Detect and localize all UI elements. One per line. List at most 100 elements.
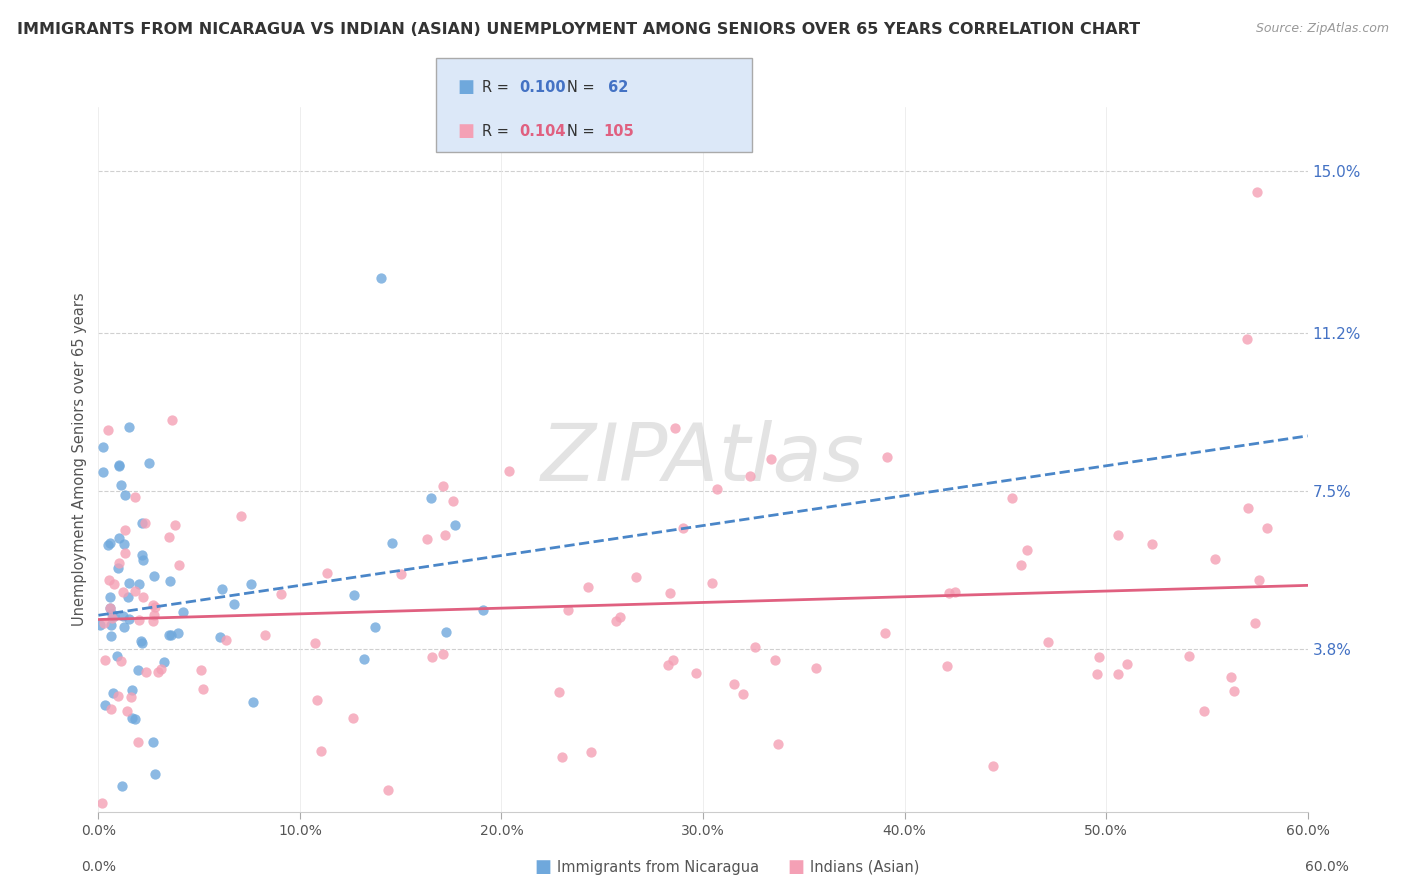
Y-axis label: Unemployment Among Seniors over 65 years: Unemployment Among Seniors over 65 years (72, 293, 87, 626)
Point (120, 690, 142, 705)
Point (153, 655, 176, 669)
Point (433, 528, 456, 542)
Point (420, 650, 443, 665)
Point (1116, 657, 1139, 672)
Point (124, 712, 146, 726)
Text: 62: 62 (603, 80, 628, 95)
Point (108, 557, 131, 571)
Point (1204, 551, 1226, 566)
Point (118, 576, 141, 591)
Point (471, 603, 494, 617)
Point (143, 568, 166, 582)
Point (876, 450, 898, 465)
Point (114, 546, 136, 560)
Point (254, 628, 277, 642)
Point (420, 491, 443, 505)
Text: 0.0%: 0.0% (82, 860, 117, 874)
Point (551, 750, 574, 764)
Point (160, 628, 183, 642)
Point (377, 783, 399, 797)
Point (100, 617, 122, 632)
Point (98, 600, 121, 615)
Point (97, 538, 120, 552)
Point (744, 640, 766, 655)
Point (1140, 537, 1163, 551)
Point (304, 635, 326, 649)
Point (142, 598, 165, 612)
Point (93, 616, 115, 631)
Point (740, 469, 762, 483)
Text: Immigrants from Nicaragua: Immigrants from Nicaragua (557, 860, 759, 874)
Point (166, 626, 188, 640)
Point (1085, 666, 1108, 681)
Point (142, 614, 165, 628)
Point (579, 745, 602, 759)
Point (143, 766, 166, 780)
Point (93, 653, 115, 667)
Point (157, 628, 180, 642)
Point (441, 493, 464, 508)
Point (165, 518, 187, 533)
Point (134, 516, 156, 530)
Point (91, 465, 114, 479)
Point (935, 659, 957, 673)
Text: 105: 105 (603, 124, 634, 138)
Point (1236, 332, 1258, 346)
Text: ■: ■ (787, 858, 804, 876)
Point (132, 552, 155, 566)
Point (761, 451, 783, 466)
Point (98, 601, 121, 615)
Point (132, 591, 155, 605)
Point (1249, 574, 1271, 588)
Point (108, 458, 131, 473)
Point (624, 570, 647, 584)
Point (315, 566, 337, 580)
Point (981, 759, 1004, 773)
Point (609, 610, 631, 624)
Point (211, 582, 233, 597)
Point (661, 653, 683, 667)
Point (733, 687, 755, 701)
Point (101, 686, 124, 700)
Point (190, 664, 212, 678)
Point (160, 412, 183, 426)
Point (432, 647, 454, 661)
Text: 0.104: 0.104 (519, 124, 565, 138)
Point (1222, 683, 1244, 698)
Point (91, 796, 114, 810)
Point (129, 634, 152, 648)
Point (157, 530, 180, 544)
Point (305, 693, 328, 707)
Point (1010, 558, 1032, 572)
Point (498, 465, 520, 479)
Point (700, 576, 723, 591)
Point (128, 577, 150, 591)
Point (103, 576, 125, 591)
Point (672, 521, 695, 535)
Point (1001, 491, 1024, 505)
Point (231, 508, 253, 523)
Point (214, 632, 236, 647)
Point (112, 620, 135, 634)
Point (97, 424, 120, 438)
Point (389, 566, 412, 581)
Point (873, 625, 896, 640)
Point (127, 663, 149, 677)
Point (657, 658, 679, 673)
Point (706, 482, 728, 496)
Point (110, 478, 132, 492)
Point (128, 613, 150, 627)
Point (111, 585, 134, 599)
Point (111, 609, 134, 624)
Point (108, 458, 131, 473)
Point (1178, 648, 1201, 663)
Point (1246, 186, 1268, 200)
Point (114, 488, 136, 502)
Text: N =: N = (567, 80, 599, 95)
Point (222, 597, 245, 611)
Point (1194, 704, 1216, 718)
Point (1108, 666, 1130, 681)
Point (943, 584, 966, 599)
Point (100, 629, 122, 643)
Text: 60.0%: 60.0% (1305, 860, 1348, 874)
